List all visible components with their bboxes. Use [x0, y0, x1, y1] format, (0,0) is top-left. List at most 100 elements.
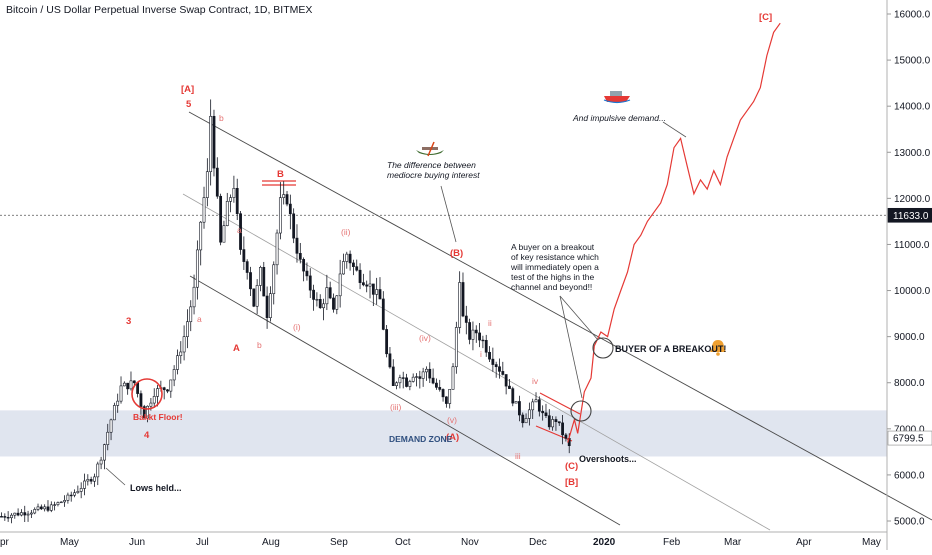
candle-body: [112, 405, 116, 421]
candle-body: [119, 385, 123, 402]
candle-body: [149, 402, 153, 407]
candle-body: [411, 376, 415, 382]
demand-zone-label: DEMAND ZONE: [389, 434, 453, 444]
wave-label-3: 3: [126, 316, 131, 327]
candle-body: [451, 366, 455, 390]
y-tick-label: 15000.0: [894, 56, 931, 67]
candle-body: [63, 500, 66, 503]
candle-body: [531, 401, 535, 411]
buyer-note-line-5: channel and beyond!!: [511, 282, 592, 292]
candle-body: [395, 382, 398, 386]
candle-body: [39, 506, 43, 510]
candle-body: [156, 388, 159, 397]
candle-body: [352, 262, 355, 267]
candle-body: [255, 285, 259, 307]
x-tick-label: Apr: [796, 537, 812, 548]
candle-body: [418, 376, 422, 379]
breakout-channel-circle: [592, 337, 614, 359]
difference-note-line-1: The difference between: [387, 160, 476, 170]
candle-body: [484, 340, 488, 353]
x-tick-label: Jun: [129, 537, 145, 548]
y-tick-label: 5000.0: [894, 517, 925, 528]
candle-body: [0, 516, 3, 518]
candle-body: [298, 253, 302, 260]
candle-body: [205, 171, 209, 198]
candle-body: [421, 371, 425, 379]
candle-body: [73, 492, 76, 496]
lows-held-label: Lows held...: [130, 483, 182, 493]
wave-label-iii-paren: (iii): [390, 402, 401, 412]
candle-body: [544, 412, 548, 417]
candle-body: [239, 213, 242, 250]
candle-body: [278, 197, 282, 234]
candle-body: [378, 289, 382, 300]
candle-body: [514, 401, 518, 404]
candle-body: [53, 504, 57, 506]
candle-body: [338, 273, 342, 297]
candle-body: [275, 232, 279, 266]
candle-body: [212, 115, 216, 169]
candle-body: [325, 287, 329, 305]
candle-body: [541, 410, 545, 414]
y-tick-label: 13000.0: [894, 148, 931, 159]
candle-body: [89, 479, 93, 482]
candle-body: [537, 399, 541, 412]
candle-body: [408, 381, 412, 387]
wave-label-B-paren: (B): [450, 248, 463, 259]
channel-lower-line: [189, 275, 621, 526]
buyer-note-line-4: test of the highs in the: [511, 272, 594, 282]
candle-body: [415, 376, 418, 378]
x-tick-label: Nov: [461, 537, 479, 548]
wave-label-ii: ii: [488, 318, 492, 328]
difference-note-line-2: mediocre buying interest: [387, 170, 480, 180]
candle-body: [229, 197, 232, 202]
candle-body: [13, 512, 17, 516]
candle-body: [527, 409, 531, 419]
candle-body: [56, 502, 60, 505]
candle-body: [20, 512, 23, 516]
wave-label-C-paren: (C): [565, 461, 578, 472]
candle-body: [508, 385, 511, 389]
candle-body: [33, 509, 37, 514]
candle-body: [146, 405, 149, 419]
candle-body: [272, 264, 276, 294]
candle-body: [232, 188, 236, 198]
price-tag-label: 6799.5: [893, 434, 924, 445]
wave-label-v-paren: (v): [447, 415, 457, 425]
candle-body: [209, 115, 213, 173]
candle-body: [219, 195, 223, 243]
buyer-pointer-line-1: [559, 295, 583, 399]
x-tick-label: Dec: [529, 537, 547, 548]
candle-body: [504, 374, 508, 387]
candle-body: [166, 389, 169, 392]
projection-path: [567, 22, 781, 443]
candle-body: [368, 283, 372, 287]
breakout-wedge-circle: [570, 400, 592, 422]
candle-body: [182, 336, 186, 353]
candle-body: [564, 434, 568, 439]
candle-body: [295, 237, 299, 254]
candle-body: [554, 419, 558, 422]
wave-label-ii-paren: (ii): [341, 227, 351, 237]
price-tags: 11633.0 6799.5: [887, 207, 932, 446]
buyer-note-line-1: A buyer on a breakout: [511, 242, 595, 252]
candle-body: [491, 358, 495, 365]
candle-body: [385, 329, 389, 355]
candle-body: [498, 366, 501, 372]
wave-label-4: 4: [144, 430, 150, 441]
candle-body: [342, 261, 345, 275]
channel-middle-line: [182, 193, 771, 531]
candle-body: [305, 270, 309, 277]
candle-body: [302, 259, 306, 272]
candle-body: [139, 393, 143, 407]
buyer-note-line-3: will immediately open a: [510, 262, 599, 272]
candle-body: [225, 201, 229, 226]
wave-label-C-bracket: [C]: [759, 12, 772, 23]
candle-body: [322, 303, 325, 309]
wave-label-B: B: [277, 169, 284, 180]
impulsive-pointer-line: [662, 121, 687, 138]
x-tick-label: Aug: [262, 537, 280, 548]
candle-body: [521, 414, 525, 424]
candle-body: [428, 368, 432, 379]
